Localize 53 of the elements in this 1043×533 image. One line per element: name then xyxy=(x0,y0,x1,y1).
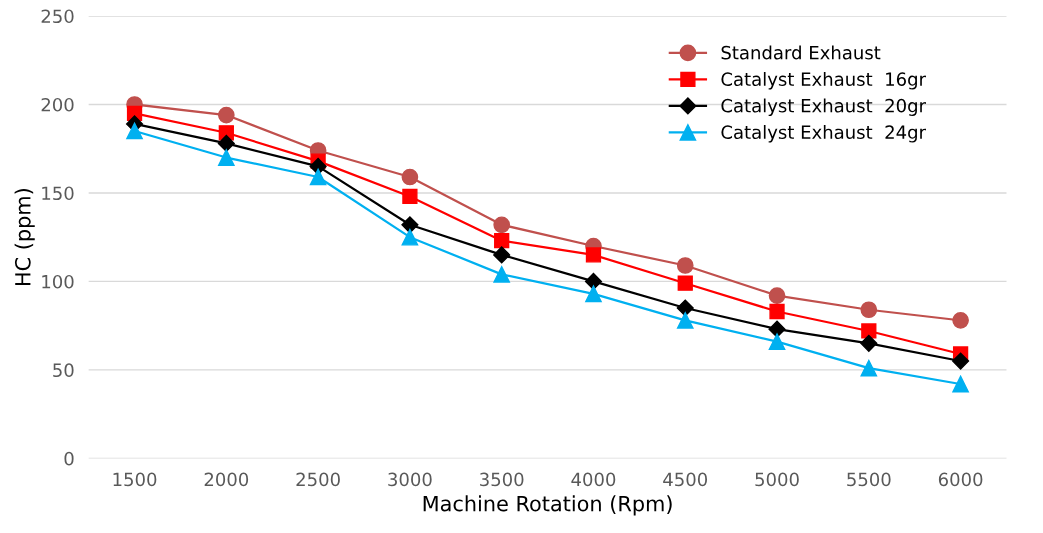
y-tick-label: 250 xyxy=(41,9,74,24)
y-tick-label: 50 xyxy=(53,363,74,378)
point xyxy=(309,168,327,186)
point xyxy=(401,228,419,246)
y-tick-label: 150 xyxy=(42,186,74,201)
y-tick-label: 100 xyxy=(42,274,74,289)
point xyxy=(217,134,235,152)
legend-label: Catalyst Exhaust 20gr xyxy=(721,98,926,116)
x-tick-label: 4500 xyxy=(663,472,708,487)
point xyxy=(768,320,786,338)
point xyxy=(952,375,969,393)
point xyxy=(860,301,878,319)
point xyxy=(676,312,694,329)
point xyxy=(860,359,878,377)
x-tick-label: 3500 xyxy=(480,472,524,487)
point xyxy=(676,299,694,317)
point xyxy=(309,157,327,175)
point xyxy=(493,246,511,264)
point xyxy=(585,285,602,303)
point xyxy=(126,122,143,140)
x-tick-label: 5500 xyxy=(847,472,891,487)
y-axis-title: HC (ppm) xyxy=(14,189,35,286)
legend-label: Catalyst Exhaust 16gr xyxy=(721,72,926,90)
x-axis-title: Machine Rotation (Rpm) xyxy=(423,495,672,516)
point xyxy=(217,106,235,124)
point xyxy=(493,216,511,234)
legend-label: Standard Exhaust xyxy=(721,45,881,60)
x-tick-label: 4000 xyxy=(571,472,616,487)
point xyxy=(401,168,419,186)
y-tick-label: 200 xyxy=(41,97,74,112)
point xyxy=(402,188,418,205)
point xyxy=(494,233,510,249)
x-tick-label: 5000 xyxy=(755,472,799,487)
point xyxy=(768,287,786,304)
legend-label: Catalyst Exhaust 24gr xyxy=(721,125,926,143)
point xyxy=(401,216,419,234)
point xyxy=(768,333,786,350)
x-tick-label: 2500 xyxy=(296,472,340,487)
point xyxy=(217,149,235,166)
point xyxy=(677,275,693,291)
x-tick-label: 2000 xyxy=(204,472,249,487)
point xyxy=(952,352,970,370)
y-tick-label: 0 xyxy=(64,451,74,466)
point xyxy=(861,323,877,339)
point xyxy=(676,257,694,274)
point xyxy=(952,312,969,329)
x-tick-label: 1500 xyxy=(113,472,157,487)
point xyxy=(493,266,511,283)
x-tick-label: 6000 xyxy=(938,472,983,487)
x-tick-label: 3000 xyxy=(388,472,432,487)
point xyxy=(769,303,785,320)
point xyxy=(585,247,602,263)
point xyxy=(860,334,878,352)
